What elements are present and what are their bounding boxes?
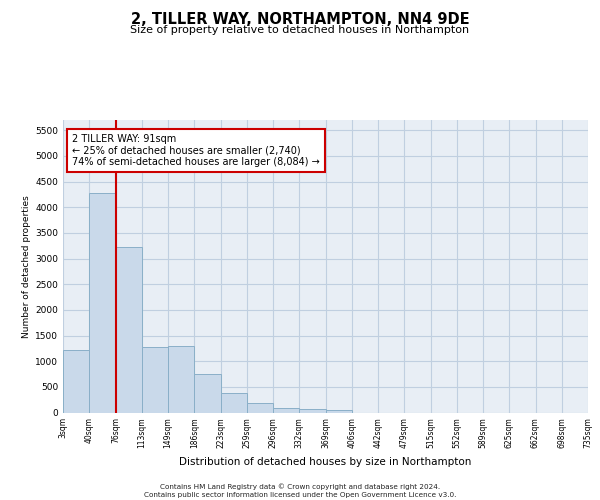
- Bar: [115, 248, 142, 412]
- Text: 2, TILLER WAY, NORTHAMPTON, NN4 9DE: 2, TILLER WAY, NORTHAMPTON, NN4 9DE: [131, 12, 469, 28]
- X-axis label: Distribution of detached houses by size in Northampton: Distribution of detached houses by size …: [179, 456, 472, 466]
- Text: Contains HM Land Registry data © Crown copyright and database right 2024.
Contai: Contains HM Land Registry data © Crown c…: [144, 484, 456, 498]
- Bar: [89, 193, 115, 412]
- Bar: [273, 408, 299, 412]
- Bar: [325, 410, 352, 412]
- Bar: [221, 393, 247, 412]
- Y-axis label: Number of detached properties: Number of detached properties: [22, 195, 31, 338]
- Bar: [247, 403, 273, 412]
- Bar: [63, 350, 89, 412]
- Bar: [194, 374, 221, 412]
- Text: 2 TILLER WAY: 91sqm
← 25% of detached houses are smaller (2,740)
74% of semi-det: 2 TILLER WAY: 91sqm ← 25% of detached ho…: [72, 134, 320, 168]
- Bar: [142, 347, 168, 412]
- Bar: [168, 346, 194, 412]
- Bar: [299, 409, 325, 412]
- Text: Size of property relative to detached houses in Northampton: Size of property relative to detached ho…: [130, 25, 470, 35]
